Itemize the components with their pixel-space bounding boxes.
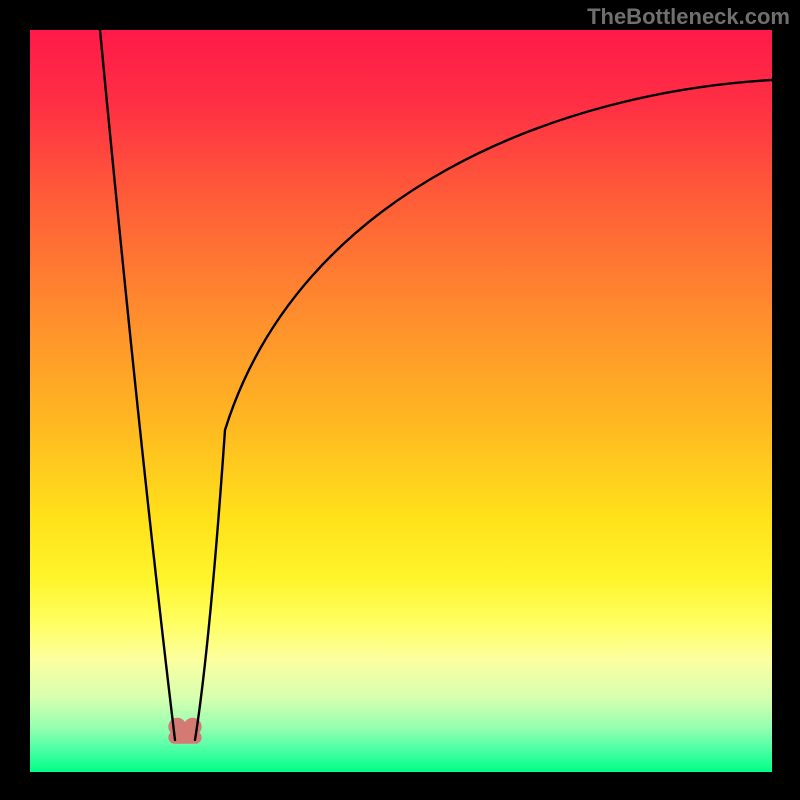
curve-right xyxy=(195,80,772,740)
curve-overlay xyxy=(0,0,800,800)
watermark-text: TheBottleneck.com xyxy=(587,4,790,30)
figure-root: TheBottleneck.com xyxy=(0,0,800,800)
curve-left xyxy=(100,30,175,740)
